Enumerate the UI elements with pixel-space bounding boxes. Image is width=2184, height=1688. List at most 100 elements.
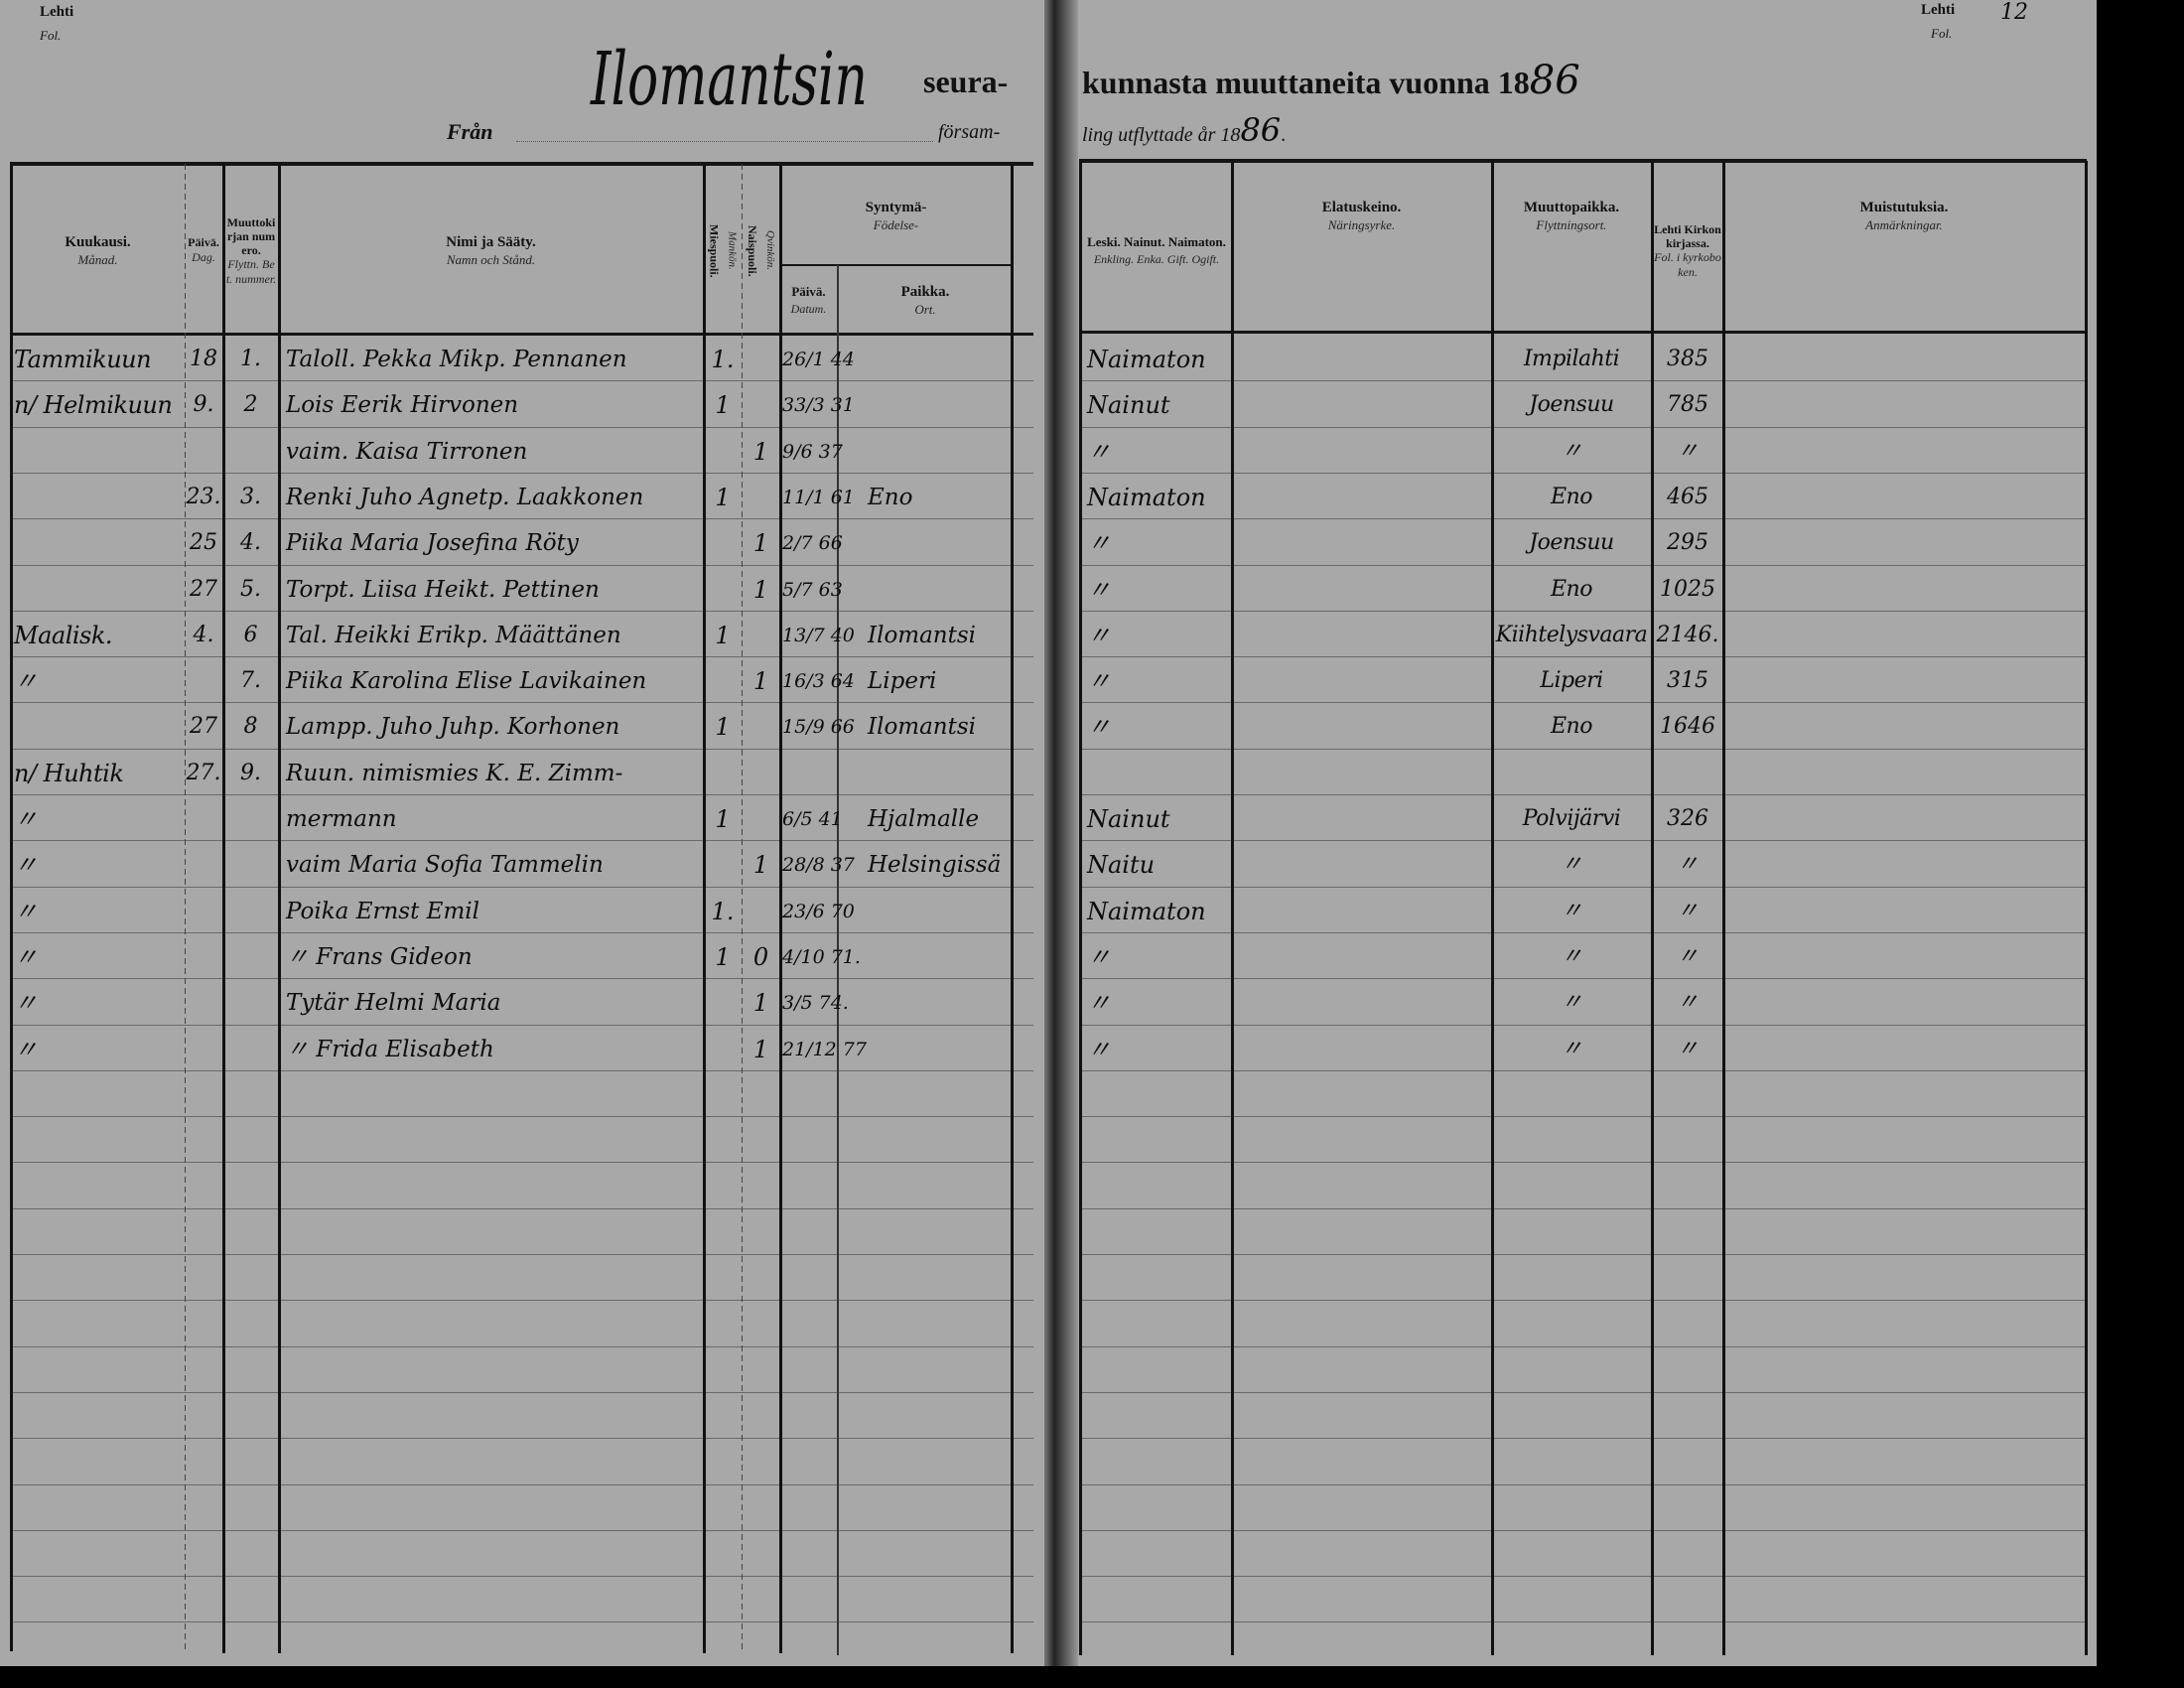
cell-birth-place: [868, 382, 1036, 428]
ruled-line: [1079, 1438, 2087, 1439]
ruled-line: [11, 887, 1033, 888]
ruled-line: [11, 1576, 1033, 1577]
header-fi: Muuttokirjan numero.: [226, 214, 276, 257]
header-sv: Flyttningsort.: [1536, 217, 1607, 232]
cell-day: [185, 429, 222, 475]
cell-folio: 〃: [1676, 990, 1699, 1015]
ruled-line: [1079, 1484, 2087, 1485]
header-fi: Elatuskeino.: [1321, 200, 1402, 215]
cell-birth-date: 2/7 66: [782, 532, 843, 554]
header-sv: Månad.: [77, 252, 118, 267]
col-line: [1722, 161, 1725, 1655]
cell-birth-place: Ilomantsi: [868, 714, 977, 740]
cell-folio: 295: [1667, 530, 1708, 555]
ruled-line: [11, 380, 1033, 381]
cell-birth-place: [868, 889, 1036, 934]
ruled-line: [1079, 1162, 2087, 1163]
ruled-line: [1079, 932, 2087, 933]
cell-birth-date: 33/3 31: [782, 394, 855, 416]
cell-day: 27.: [186, 761, 221, 785]
cell-name: Lois Eerik Hirvonen: [286, 392, 519, 418]
cell-number: [223, 429, 278, 475]
cell-birth-place: Ilomantsi: [868, 623, 977, 648]
cell-name: Tal. Heikki Erikp. Määttänen: [286, 623, 621, 648]
header-fi: Syntymä-: [865, 200, 927, 215]
ruled-line: [11, 427, 1033, 428]
ruled-line: [11, 932, 1033, 933]
swedish-year: 86: [1240, 111, 1282, 149]
cell-folio: 〃: [1676, 944, 1699, 969]
cell-occupation: [1236, 429, 1489, 475]
cell-day: 25: [190, 530, 217, 555]
cell-name: vaim Maria Sofia Tammelin: [286, 852, 604, 878]
cell-male: 1: [715, 622, 731, 649]
ruled-line: [1079, 1530, 2087, 1531]
cell-month: [14, 429, 183, 475]
ruled-line: [11, 840, 1033, 841]
cell-birth-place: [868, 337, 1036, 382]
header-fi: Päivä.: [791, 284, 826, 299]
cell-folio: 〃: [1676, 439, 1699, 464]
cell-occupation: [1236, 842, 1489, 888]
cell-folio: [1654, 751, 1721, 796]
cell-month: 〃: [14, 989, 38, 1017]
ruled-line: [1079, 1116, 2087, 1117]
cell-male: 1: [715, 805, 731, 833]
swedish-part1: försam-: [938, 121, 1001, 143]
cell-female: [743, 704, 779, 750]
ruled-line: [1079, 794, 2087, 795]
cell-day: [185, 889, 222, 934]
header-birth: Syntymä- Födelse-: [780, 169, 1012, 263]
cell-number: 3.: [240, 485, 261, 509]
cell-male: [704, 520, 742, 566]
cell-occupation: [1236, 934, 1489, 980]
header-male: Miespuoli. Mankön.: [704, 169, 742, 333]
header-sv: Datum.: [790, 302, 827, 316]
cell-number: 7.: [240, 668, 261, 693]
header-sv: Dag.: [192, 250, 215, 264]
header-folio: Lehti Kirkonkirjassa. Fol. i kyrkoboken.: [1654, 169, 1721, 333]
cell-birth-date: 26/1 44: [782, 349, 855, 370]
cell-destination: Eno: [1551, 485, 1592, 509]
ruled-line: [11, 1438, 1033, 1439]
page-number: 12: [2000, 0, 2028, 25]
col-line: [1011, 164, 1014, 1653]
header-fi: Kuukausi.: [65, 234, 131, 250]
right-table-top-rule: [1079, 159, 2087, 163]
birth-subheader-rule: [780, 264, 1012, 266]
cell-name: Lampp. Juho Juhp. Korhonen: [286, 714, 620, 740]
cell-folio: 2146.: [1656, 623, 1719, 647]
cell-month: 〃: [14, 805, 38, 833]
cell-month: Maalisk.: [14, 622, 113, 649]
cell-birth-place: [868, 934, 1036, 980]
cell-birth-place: [868, 980, 1036, 1026]
cell-name: 〃 Frans Gideon: [286, 944, 473, 970]
cell-female: [743, 796, 779, 842]
cell-birth-date: 28/8 37: [782, 854, 855, 876]
cell-month: [14, 704, 183, 750]
ruled-line: [11, 565, 1033, 566]
cell-number: [223, 889, 278, 934]
ruled-line: [1079, 1070, 2087, 1071]
cell-occupation: [1236, 382, 1489, 428]
cell-name: Tytär Helmi Maria: [286, 990, 501, 1016]
ruled-line: [1079, 840, 2087, 841]
col-line: [779, 164, 782, 1653]
cell-day: 9.: [193, 392, 214, 417]
cell-birth-date: 9/6 37: [782, 441, 843, 463]
cell-occupation: [1236, 567, 1489, 613]
cell-marital: 〃: [1087, 943, 1111, 971]
cell-number: 5.: [240, 577, 261, 602]
col-line: [10, 162, 13, 1651]
header-sv: Anmärkningar.: [1865, 217, 1943, 232]
cell-folio: 〃: [1676, 899, 1699, 923]
ruled-line: [11, 1530, 1033, 1531]
cell-occupation: [1236, 520, 1489, 566]
cell-destination: 〃: [1561, 1037, 1582, 1061]
header-birth-place: Paikka. Ort.: [839, 268, 1012, 333]
cell-number: [223, 980, 278, 1026]
cell-birth-date: 23/6 70: [782, 901, 855, 922]
cell-destination: Impilahti: [1523, 347, 1620, 371]
ruled-line: [11, 518, 1033, 519]
cell-birth-place: [868, 520, 1036, 566]
